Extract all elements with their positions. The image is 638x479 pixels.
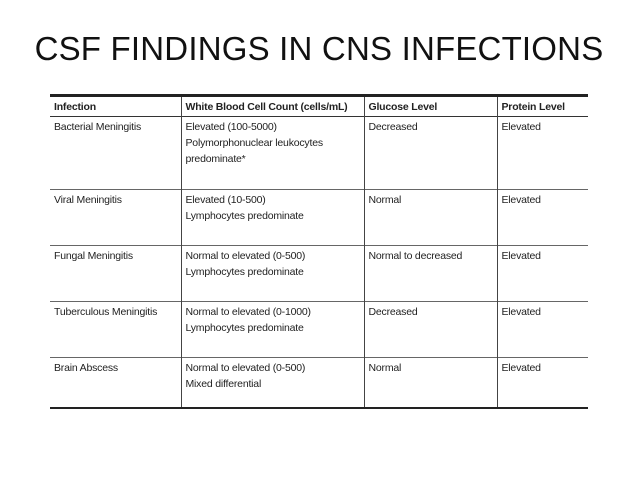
cell-glucose: Normal to decreased	[363, 245, 497, 302]
header-glucose-level: Glucose Level	[363, 95, 497, 117]
table-row: Viral Meningitis Elevated (10-500) Lymph…	[50, 189, 588, 246]
cell-glucose: Normal	[363, 189, 497, 246]
cell-glucose: Normal	[363, 357, 497, 408]
wbc-line: predominate*	[185, 153, 246, 165]
wbc-line: Elevated (10-500)	[185, 194, 266, 206]
cell-infection: Tuberculous Meningitis	[54, 306, 158, 318]
table-header-row: Infection White Blood Cell Count (cells/…	[50, 95, 588, 117]
cell-wbc: Elevated (100-5000) Polymorphonuclear le…	[180, 116, 364, 190]
table-row: Fungal Meningitis Normal to elevated (0-…	[50, 245, 588, 302]
wbc-line: Elevated (100-5000)	[185, 121, 278, 133]
wbc-line: Normal to elevated (0-1000)	[185, 306, 312, 318]
wbc-line: Mixed differential	[185, 378, 262, 390]
wbc-line: Lymphocytes predominate	[185, 266, 304, 278]
csf-findings-table: Infection White Blood Cell Count (cells/…	[50, 94, 588, 409]
slide-title: CSF FINDINGS IN CNS INFECTIONS	[34, 30, 604, 67]
header-protein-level: Protein Level	[496, 95, 588, 117]
header-wbc-count: White Blood Cell Count (cells/mL)	[180, 95, 364, 117]
cell-infection: Bacterial Meningitis	[54, 121, 142, 133]
wbc-line: Polymorphonuclear leukocytes	[185, 137, 324, 149]
cell-protein: Elevated	[496, 189, 588, 246]
table-row: Brain Abscess Normal to elevated (0-500)…	[50, 357, 588, 408]
cell-glucose: Decreased	[363, 301, 497, 358]
wbc-line: Normal to elevated (0-500)	[185, 250, 306, 262]
cell-protein: Elevated	[496, 245, 588, 302]
cell-infection: Fungal Meningitis	[54, 250, 133, 262]
wbc-line: Lymphocytes predominate	[185, 322, 304, 334]
cell-protein: Elevated	[496, 116, 588, 190]
table-row: Bacterial Meningitis Elevated (100-5000)…	[50, 116, 588, 190]
cell-wbc: Normal to elevated (0-500) Mixed differe…	[180, 357, 364, 408]
cell-glucose: Decreased	[363, 116, 497, 190]
wbc-line: Normal to elevated (0-500)	[185, 362, 306, 374]
wbc-line: Lymphocytes predominate	[185, 210, 304, 222]
cell-infection: Viral Meningitis	[54, 194, 122, 206]
cell-wbc: Normal to elevated (0-500) Lymphocytes p…	[180, 245, 364, 302]
cell-wbc: Normal to elevated (0-1000) Lymphocytes …	[180, 301, 364, 358]
table-row: Tuberculous Meningitis Normal to elevate…	[50, 301, 588, 358]
cell-protein: Elevated	[496, 301, 588, 358]
cell-wbc: Elevated (10-500) Lymphocytes predominat…	[180, 189, 364, 246]
csf-findings-table-container: Infection White Blood Cell Count (cells/…	[50, 94, 588, 409]
cell-protein: Elevated	[496, 357, 588, 408]
cell-infection: Brain Abscess	[54, 362, 118, 374]
header-infection: Infection	[54, 101, 96, 113]
